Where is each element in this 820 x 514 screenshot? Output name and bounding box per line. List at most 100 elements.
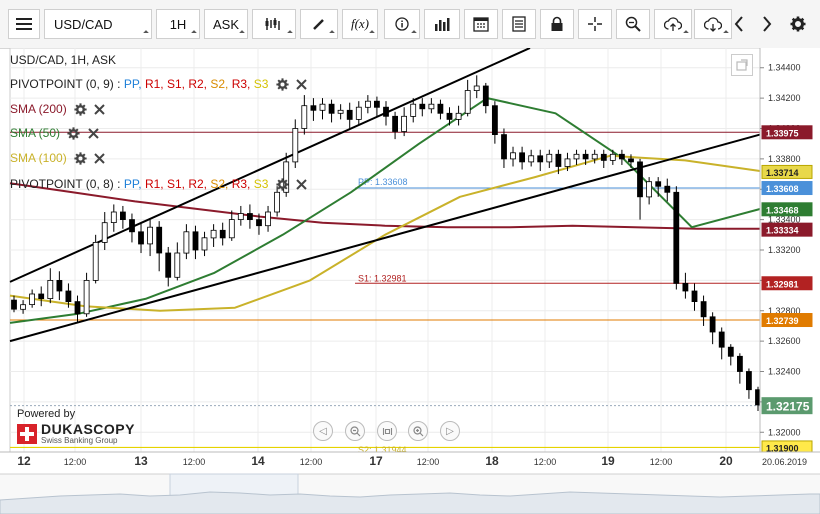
- price-badge-label: 1.33714: [766, 168, 799, 178]
- time-label: 12: [17, 454, 31, 468]
- candle-body: [256, 219, 262, 227]
- candle-body: [682, 282, 689, 292]
- sma-50-line: [9, 97, 761, 324]
- candle-body: [210, 229, 217, 239]
- download-button[interactable]: [694, 9, 732, 39]
- candle-body: [600, 153, 607, 161]
- price-badge: [761, 397, 813, 415]
- lock-button[interactable]: [540, 9, 574, 39]
- price-tick-label: 1.34200: [768, 93, 801, 103]
- reset-view-button[interactable]: [377, 421, 397, 441]
- price-tick-label: 1.34400: [768, 63, 801, 73]
- close-icon[interactable]: [94, 153, 106, 165]
- info-button[interactable]: [384, 9, 420, 39]
- candle-body: [619, 153, 625, 160]
- menu-button[interactable]: [8, 9, 40, 39]
- price-badge: [761, 222, 813, 237]
- chart-title: USD/CAD, 1H, ASK: [10, 53, 117, 67]
- candles: [11, 75, 761, 411]
- candle-body: [737, 355, 743, 372]
- zoom-button[interactable]: [616, 9, 650, 39]
- candle-body: [691, 290, 698, 303]
- time-axis-bg: [0, 452, 820, 474]
- candle-body: [319, 103, 326, 111]
- candle-body: [337, 109, 344, 114]
- expand-icon: [736, 59, 748, 71]
- legend-pivot-level: R2,: [188, 77, 211, 91]
- gear-icon[interactable]: [74, 152, 87, 165]
- legend-pivot-level: S3: [253, 177, 272, 191]
- legend-sma-200[interactable]: SMA (200): [10, 102, 106, 116]
- close-icon[interactable]: [87, 128, 99, 140]
- price-chart[interactable]: PP: 1.33608 S1: 1.32981 S2: 1.31944 1.3440…: [0, 48, 820, 514]
- candle-body: [383, 106, 389, 117]
- candle-body: [446, 112, 453, 120]
- candle-body: [537, 155, 544, 163]
- info-icon: [395, 17, 409, 31]
- settings-button[interactable]: [784, 9, 812, 39]
- calendar-icon: [473, 17, 489, 32]
- candle-body: [310, 105, 317, 111]
- candle-body: [138, 231, 144, 245]
- legend-sma-50[interactable]: SMA (50): [10, 126, 99, 140]
- legend-pivot-level: R1,: [144, 177, 167, 191]
- timeframe-selector[interactable]: 1H: [156, 9, 200, 39]
- legend-pivot-8[interactable]: PIVOTPOINT (0, 8) : PP, R1, S1, R2, S2, …: [10, 177, 307, 191]
- price-type-selector[interactable]: ASK: [204, 9, 248, 39]
- candle-body: [519, 152, 525, 163]
- calendar-button[interactable]: [464, 9, 498, 39]
- symbol-selector[interactable]: USD/CAD: [44, 9, 152, 39]
- scroll-left-button[interactable]: ◁: [313, 421, 333, 441]
- legend-pivot-9[interactable]: PIVOTPOINT (0, 9) : PP, R1, S1, R2, S2, …: [10, 77, 307, 91]
- report-button[interactable]: [502, 9, 536, 39]
- upload-button[interactable]: [654, 9, 692, 39]
- brand-name: DUKASCOPY: [41, 421, 135, 437]
- time-axis: 12 12:00 13 12:00 14 12:00 17 12:00 18 12:00 19 12:…: [0, 451, 820, 474]
- zoom-in-button[interactable]: [408, 421, 428, 441]
- candle-body: [673, 191, 680, 284]
- candle-body: [65, 290, 72, 303]
- indicators-button[interactable]: f(x): [342, 9, 378, 39]
- close-icon[interactable]: [296, 79, 307, 91]
- price-badge-label: 1.33975: [766, 128, 799, 138]
- moving-averages: [9, 97, 761, 324]
- volume-button[interactable]: [424, 9, 460, 39]
- navigator[interactable]: [0, 473, 820, 514]
- price-badge: [761, 164, 813, 179]
- gear-icon[interactable]: [74, 103, 87, 116]
- candle-body: [74, 301, 81, 315]
- chart-type-button[interactable]: [252, 9, 296, 39]
- time-label: 12:00: [183, 457, 206, 467]
- gear-icon[interactable]: [67, 127, 80, 140]
- candle-body: [582, 153, 589, 160]
- candle-body: [482, 85, 489, 107]
- time-label: 12:00: [64, 457, 87, 467]
- legend-sma-50-label: SMA (50): [10, 126, 61, 140]
- price-tick-label: 1.32000: [768, 427, 801, 437]
- candle-body: [655, 181, 662, 187]
- gear-icon[interactable]: [276, 178, 289, 191]
- candle-body: [192, 231, 199, 251]
- candle-body: [156, 226, 163, 254]
- trendline-lower: [9, 133, 761, 343]
- legend-pivot-8-levels: : PP, R1, S1, R2, S2, R3, S3: [117, 177, 272, 191]
- scroll-right-button[interactable]: ▷: [440, 421, 460, 441]
- candle-body: [746, 371, 752, 391]
- candle-body: [129, 219, 135, 233]
- close-icon[interactable]: [296, 179, 307, 191]
- time-label: 12:00: [300, 457, 323, 467]
- next-button[interactable]: [754, 9, 780, 39]
- draw-button[interactable]: [300, 9, 338, 39]
- candle-body: [428, 103, 435, 110]
- price-badge-label: 1.33468: [766, 205, 799, 215]
- crosshair-button[interactable]: [578, 9, 612, 39]
- expand-chart-button[interactable]: [731, 54, 753, 76]
- zoom-out-button[interactable]: [345, 421, 365, 441]
- candle-body: [573, 153, 580, 160]
- legend-sma-100[interactable]: SMA (100): [10, 151, 106, 165]
- candle-body: [83, 279, 90, 315]
- gear-icon[interactable]: [276, 78, 289, 91]
- close-icon[interactable]: [94, 104, 106, 116]
- next-icon: [763, 16, 772, 32]
- prev-button[interactable]: [726, 9, 752, 39]
